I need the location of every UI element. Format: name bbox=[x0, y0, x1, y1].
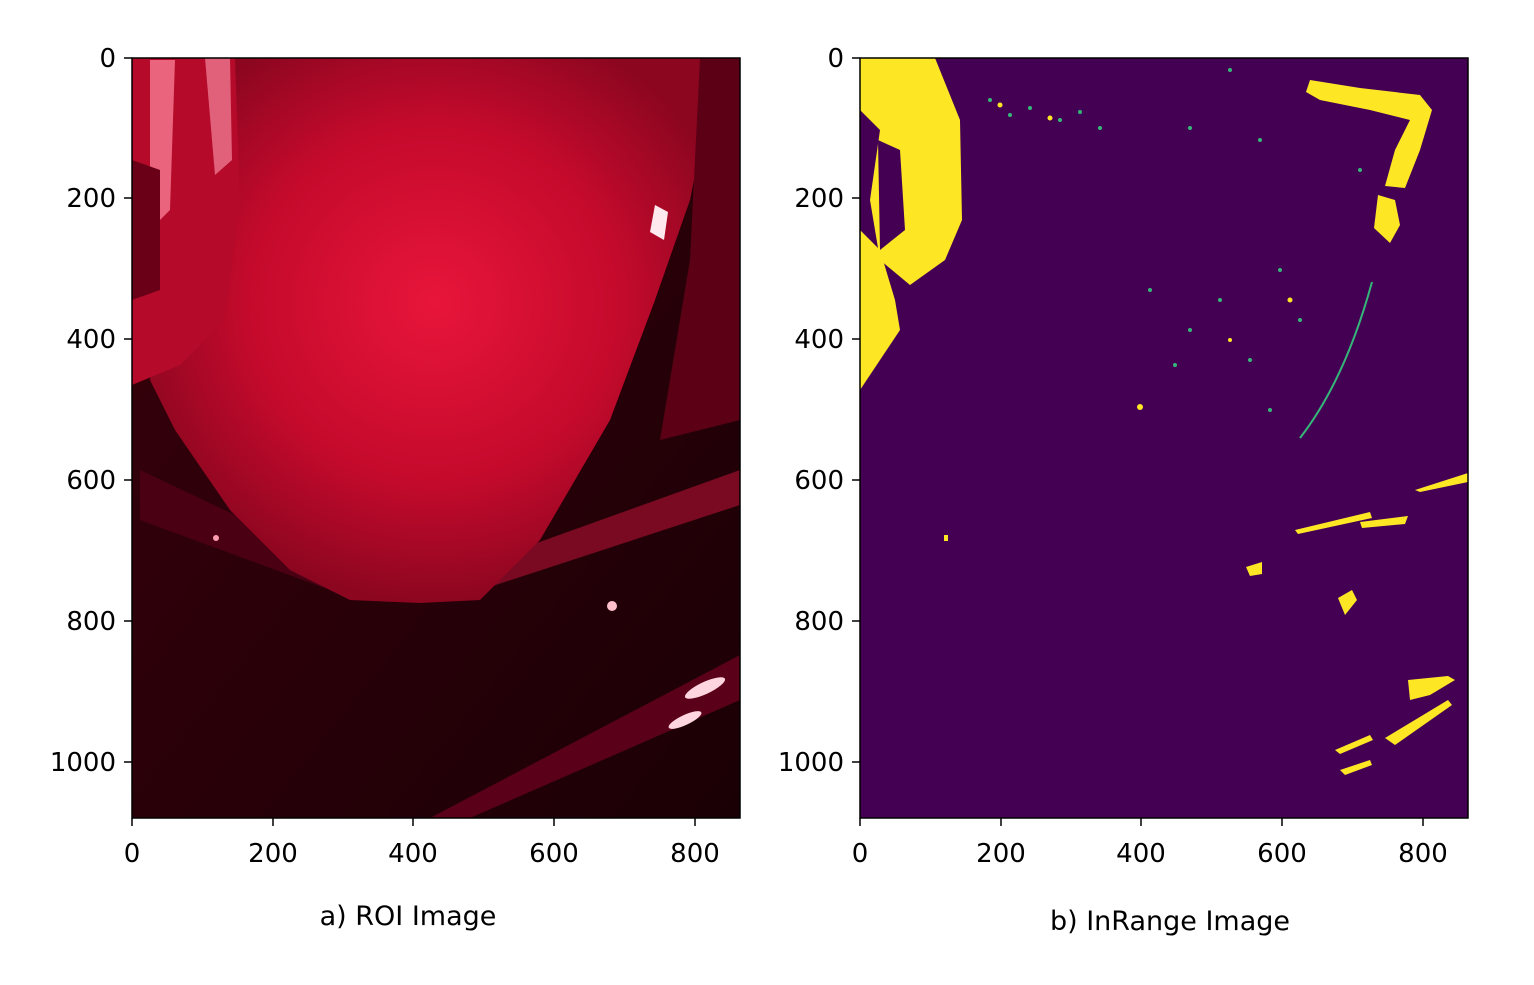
roi-x-axis: 0 200 400 600 800 bbox=[124, 818, 720, 869]
inrange-ytick-label: 0 bbox=[827, 44, 844, 74]
roi-xtick-label: 200 bbox=[248, 839, 298, 869]
inrange-ytick-label: 200 bbox=[794, 184, 844, 214]
inrange-y-axis: 0 200 400 600 800 1000 bbox=[778, 44, 860, 778]
inrange-xtick-label: 600 bbox=[1257, 839, 1307, 869]
roi-ytick-label: 200 bbox=[66, 184, 116, 214]
roi-ytick-label: 0 bbox=[99, 44, 116, 74]
inrange-ytick-label: 1000 bbox=[778, 748, 844, 778]
roi-xtick-label: 400 bbox=[388, 839, 438, 869]
roi-y-axis: 0 200 400 600 800 1000 bbox=[50, 44, 132, 778]
inrange-xtick-label: 400 bbox=[1116, 839, 1166, 869]
inrange-caption: b) InRange Image bbox=[1050, 906, 1290, 937]
roi-panel: 0 200 400 600 800 1000 0 200 400 600 800… bbox=[50, 44, 741, 932]
inrange-ytick-label: 800 bbox=[794, 607, 844, 637]
inrange-xtick-label: 200 bbox=[976, 839, 1026, 869]
roi-ytick-label: 400 bbox=[66, 325, 116, 355]
inrange-frame bbox=[859, 57, 1469, 819]
roi-frame bbox=[131, 57, 741, 819]
inrange-x-axis: 0 200 400 600 800 bbox=[852, 818, 1448, 869]
inrange-xtick-label: 0 bbox=[852, 839, 869, 869]
inrange-xtick-label: 800 bbox=[1398, 839, 1448, 869]
roi-caption: a) ROI Image bbox=[320, 901, 497, 932]
roi-image bbox=[132, 58, 740, 818]
inrange-image bbox=[860, 58, 1468, 818]
roi-ytick-label: 800 bbox=[66, 607, 116, 637]
inrange-ytick-label: 600 bbox=[794, 466, 844, 496]
roi-ytick-label: 1000 bbox=[50, 748, 116, 778]
roi-xtick-label: 600 bbox=[529, 839, 579, 869]
roi-ytick-label: 600 bbox=[66, 466, 116, 496]
inrange-panel: 0 200 400 600 800 1000 0 200 400 600 800… bbox=[778, 44, 1469, 937]
roi-xtick-label: 0 bbox=[124, 839, 141, 869]
roi-xtick-label: 800 bbox=[670, 839, 720, 869]
inrange-ytick-label: 400 bbox=[794, 325, 844, 355]
